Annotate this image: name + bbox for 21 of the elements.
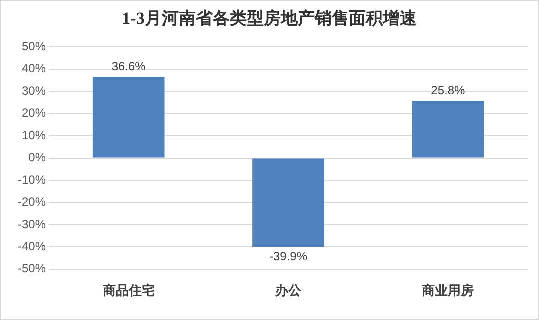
bar <box>252 158 324 247</box>
y-tick-label: 40% <box>22 62 46 76</box>
data-label: 25.8% <box>431 83 466 98</box>
y-tick-label: -20% <box>18 195 46 210</box>
data-label: 36.6% <box>112 59 146 74</box>
x-tick-label: 商品住宅 <box>102 282 155 298</box>
y-tick-label: -50% <box>18 262 46 276</box>
y-tick-label: 30% <box>22 84 46 98</box>
y-tick-label: -40% <box>18 239 46 254</box>
y-tick-label: -10% <box>18 172 46 187</box>
data-label: -39.9% <box>269 249 308 264</box>
x-tick-label: 商业用房 <box>421 282 474 298</box>
bar <box>412 100 484 158</box>
x-tick-label: 办公 <box>274 282 303 298</box>
y-tick-label: 20% <box>22 106 46 120</box>
y-tick-label: 50% <box>22 40 46 54</box>
y-tick-label: 10% <box>22 128 46 142</box>
chart-title: 1-3月河南省各类型房地产销售面积增速 <box>121 8 418 30</box>
y-tick-label: 0% <box>28 150 46 165</box>
y-tick-label: -30% <box>18 217 46 232</box>
bar <box>92 76 165 158</box>
